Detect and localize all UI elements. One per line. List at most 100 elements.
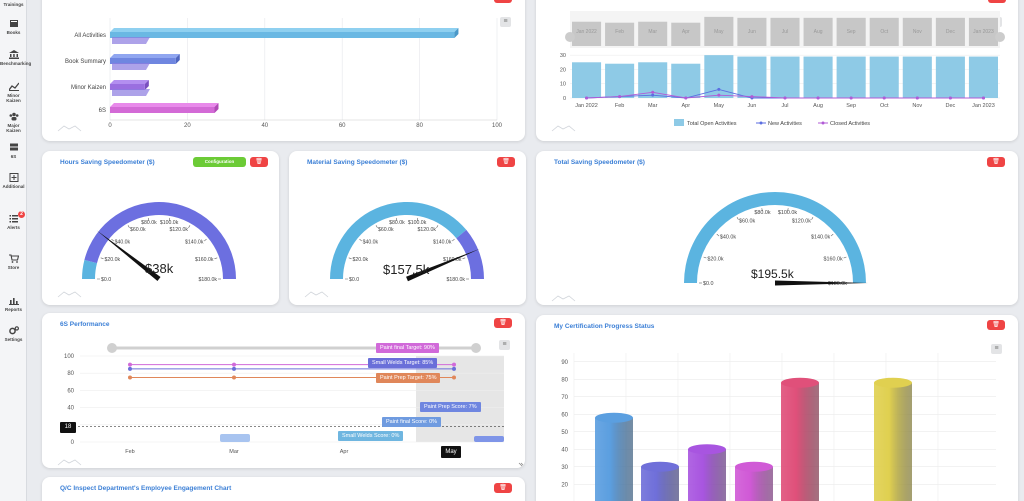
gauge-tick: [811, 217, 814, 220]
sidebar-item-label: Store: [7, 265, 20, 270]
sidebar-item-trainings[interactable]: Trainings: [0, 2, 27, 7]
gauge-tick: [111, 238, 114, 242]
alerts-badge: 2: [18, 211, 25, 218]
resize-handle-icon: [518, 462, 524, 468]
series-point: [882, 96, 886, 100]
bar-top: [110, 80, 149, 84]
sidebar-item-major-kaizen[interactable]: Major Kaizen: [0, 112, 27, 133]
navigator-label: Jan 2022: [576, 29, 597, 35]
gauge-tick-label: $40.0k: [720, 235, 736, 241]
delete-button[interactable]: 🗑: [987, 157, 1005, 167]
sidebar-item-store[interactable]: Store: [0, 254, 27, 270]
gauge-tick-label: $140.0k: [185, 240, 204, 246]
chart-menu-button[interactable]: ≡: [991, 344, 1002, 354]
crosshair-x-label: May: [441, 446, 461, 458]
sidebar-item-label: 6S: [10, 154, 17, 159]
target-point: [232, 366, 236, 371]
navigator-bar: [671, 22, 701, 46]
x-tick-label: Jan 2022: [575, 103, 598, 109]
sidebar-item-alerts[interactable]: 2 Alerts: [0, 211, 27, 230]
y-tick-label: 50: [561, 430, 568, 436]
chart-menu-button[interactable]: ≡: [499, 340, 510, 350]
cylinder-top: [735, 461, 773, 472]
delete-button[interactable]: 🗑: [987, 320, 1005, 330]
y-tick-label: 90: [561, 360, 568, 366]
y-tick-label: 20: [561, 482, 568, 488]
gauge-tick-label: $80.0k: [754, 210, 770, 216]
y-tick-label: All Activities: [74, 33, 106, 39]
gauge-tick: [395, 217, 398, 221]
delete-button[interactable]: 🗑: [250, 157, 268, 167]
bar-side: [144, 80, 149, 90]
navigator-bar: [704, 16, 734, 46]
bar: [935, 56, 965, 98]
gauge-tick: [147, 217, 150, 221]
x-tick-label: Apr: [340, 449, 349, 455]
qc-engagement-card: Q/C Inspect Department's Employee Engage…: [42, 477, 525, 501]
bar: [704, 55, 734, 98]
delete-button[interactable]: 🗑: [497, 157, 515, 167]
cylinder-bar: [874, 382, 912, 501]
navigator-bar: [638, 21, 668, 46]
cylinder-bar-tint: [735, 466, 773, 501]
bar: [110, 84, 145, 90]
configuration-button[interactable]: Configuration: [193, 157, 246, 167]
x-tick-label: 60: [339, 123, 346, 129]
navigator-label: Apr: [682, 29, 690, 35]
sidebar-item-benchmarking[interactable]: Benchmarking: [0, 50, 31, 66]
navigator-label: Nov: [913, 29, 922, 35]
bar-side: [454, 28, 459, 38]
card-title: Material Saving Speedometer ($): [307, 159, 408, 166]
bar: [671, 63, 701, 98]
sidebar-item-6s[interactable]: 6S: [0, 143, 27, 159]
navigator-handle-left: [565, 32, 575, 42]
bar-chart-icon: [8, 298, 19, 305]
material-gauge: $0.0 $20.0k $40.0k $60.0k$80.0k $100.0k$120.…: [304, 202, 484, 298]
delete-button[interactable]: 🗑: [988, 0, 1006, 3]
gauge-tick: [416, 217, 419, 221]
navigator-bar: [770, 17, 800, 46]
x-tick-label: Jul: [781, 103, 788, 109]
sidebar-item-settings[interactable]: Settings: [0, 326, 27, 342]
series-point: [717, 93, 721, 97]
series-point: [915, 96, 919, 100]
navigator-label: Jul: [782, 29, 788, 35]
trash-icon: 🗑: [993, 0, 1001, 1]
gauge-tick-label: $120.0k: [418, 227, 437, 233]
trash-icon: 🗑: [255, 159, 263, 165]
bar: [869, 56, 899, 98]
delete-button[interactable]: 🗑: [494, 0, 512, 3]
navigator: Jan 2022 Feb Mar Apr May Jun Jul Aug Sep Oct Nov De…: [565, 11, 1005, 48]
y-tick-label: 100: [64, 354, 75, 360]
gauge-tick: [761, 208, 763, 212]
cart-icon: [8, 254, 19, 263]
chart-menu-button[interactable]: ≡: [500, 17, 511, 27]
sidebar-item-reports[interactable]: Reports: [0, 296, 27, 312]
layers-icon: [9, 143, 18, 151]
gauge-tick: [168, 217, 171, 221]
sidebar-item-additional[interactable]: Additional: [0, 173, 27, 189]
sidebar-item-books[interactable]: Books: [0, 19, 27, 35]
score-bar: [220, 434, 250, 442]
delete-button[interactable]: 🗑: [494, 318, 512, 328]
gauge-tick: [348, 257, 352, 260]
card-title: 6S Performance: [60, 321, 110, 328]
cylinder-bar-tint: [688, 449, 726, 501]
gauge-value: $195.5k: [751, 267, 794, 281]
target-point: [128, 366, 132, 371]
gauge-tick: [736, 217, 739, 220]
gauge-tick-label: $60.0k: [130, 227, 146, 233]
gauge-tick: [359, 238, 362, 242]
chart-logo: [57, 459, 82, 466]
target-point: [232, 375, 236, 380]
sidebar-item-label: Trainings: [3, 2, 24, 7]
sidebar-item-minor-kaizen[interactable]: Minor Kaizen: [0, 82, 27, 103]
delete-button[interactable]: 🗑: [494, 483, 512, 493]
gauge-needle: [406, 248, 480, 282]
cylinder-top: [781, 377, 819, 388]
bar-side: [175, 54, 180, 64]
x-tick-label: 80: [416, 123, 423, 129]
sidebar-item-label: Benchmarking: [0, 61, 32, 66]
small-welds-score-tag: Small Welds Score: 0%: [338, 431, 404, 441]
gauge-tick-label: $80.0k: [389, 220, 405, 226]
